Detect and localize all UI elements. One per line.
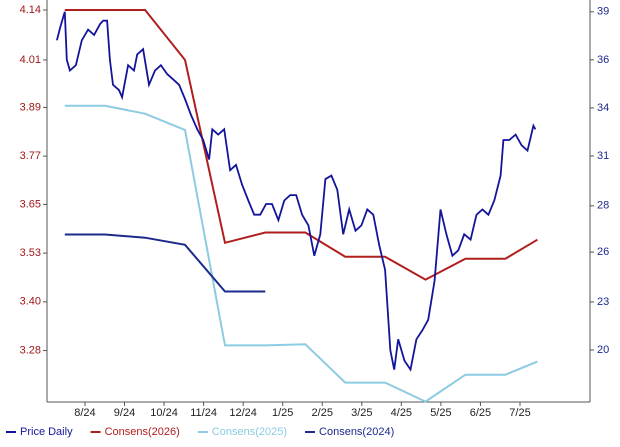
x-tick-label: 3/25 [351, 407, 372, 419]
y-tick-label: 3.89 [20, 101, 41, 113]
y2-tick-label: 36 [597, 54, 609, 66]
x-tick-label: 8/24 [74, 407, 95, 419]
y2-tick-label: 31 [597, 150, 609, 162]
x-tick-label: 5/25 [430, 407, 451, 419]
y2-tick-label: 23 [597, 296, 609, 308]
y2-tick-label: 39 [597, 6, 609, 18]
x-tick-label: 6/25 [470, 407, 491, 419]
series-line [64, 104, 538, 403]
y-tick-label: 3.40 [20, 296, 41, 308]
x-tick-label: 11/24 [190, 407, 217, 419]
series-line [64, 233, 266, 293]
legend-label: Price Daily [20, 426, 73, 438]
x-tick-label: 7/25 [509, 407, 530, 419]
y-tick-label: 4.14 [20, 4, 41, 16]
series-line [56, 11, 537, 372]
y-tick-label: 4.01 [20, 54, 41, 66]
y-tick-label: 3.77 [20, 150, 41, 162]
y2-tick-label: 26 [597, 246, 609, 258]
y2-tick-label: 34 [597, 102, 609, 114]
y-tick-label: 3.53 [20, 247, 41, 259]
y-tick-label: 3.65 [20, 198, 41, 210]
x-tick-label: 4/25 [391, 407, 412, 419]
y2-tick-label: 28 [597, 200, 609, 212]
y-tick-label: 3.28 [20, 344, 41, 356]
x-tick-label: 9/24 [114, 407, 135, 419]
x-tick-label: 12/24 [229, 407, 257, 419]
legend-label: Consens(2025) [212, 426, 287, 438]
series-line [64, 9, 538, 281]
x-tick-label: 2/25 [312, 407, 333, 419]
x-tick-label: 1/25 [272, 407, 293, 419]
y2-tick-label: 20 [597, 344, 609, 356]
x-tick-label: 10/24 [150, 407, 178, 419]
legend-label: Consens(2026) [105, 426, 180, 438]
legend-label: Consens(2024) [319, 426, 394, 438]
